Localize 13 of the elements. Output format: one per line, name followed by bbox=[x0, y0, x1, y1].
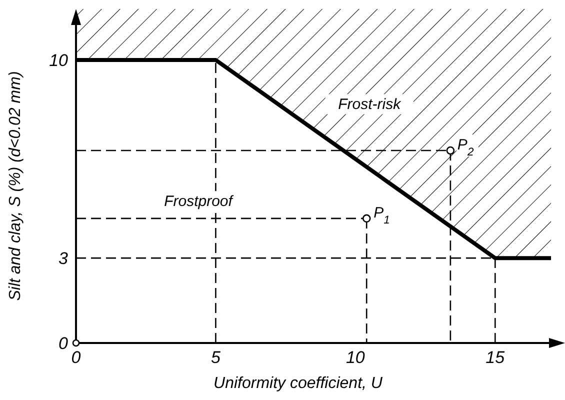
y-tick-label: 0 bbox=[58, 334, 69, 353]
x-tick-label: 0 bbox=[71, 348, 82, 367]
y-tick-label: 3 bbox=[58, 249, 69, 268]
annotation: Frost-risk bbox=[338, 96, 402, 114]
x-tick-label: 10 bbox=[346, 348, 366, 367]
x-axis-title: Uniformity coefficient, U bbox=[214, 375, 383, 392]
annotation: P$_{1}$ bbox=[374, 204, 390, 226]
y-tick-label: 10 bbox=[49, 50, 69, 70]
annotation: P$_{2}$ bbox=[457, 136, 474, 159]
annotation: Frostproof bbox=[164, 193, 234, 210]
y-axis-title: Silt and clay, S (%) (d<0.02 mm) bbox=[7, 71, 24, 301]
x-tick-label: 5 bbox=[210, 348, 221, 367]
x-tick-label: 15 bbox=[486, 348, 506, 367]
